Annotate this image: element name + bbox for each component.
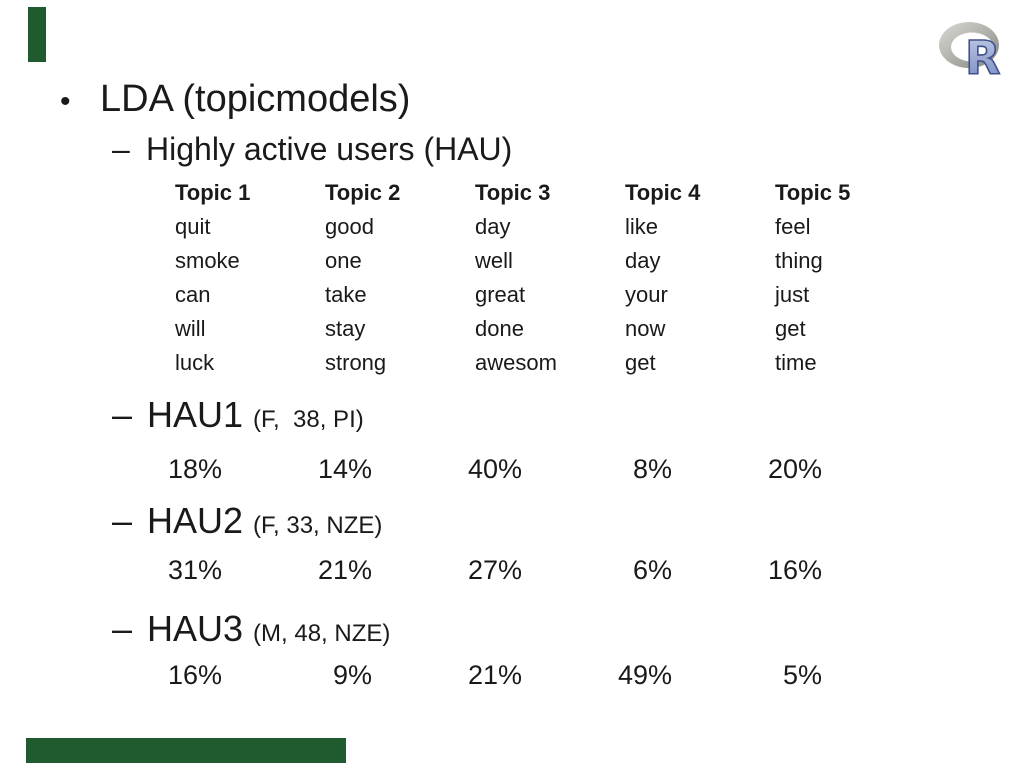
- hau2-name: HAU2: [147, 500, 244, 541]
- topic-word: one: [325, 248, 362, 273]
- topic-word: awesom: [475, 350, 557, 375]
- hau1-percent-row: 18% 14% 40% 8% 20%: [72, 454, 822, 485]
- percent-value: 20%: [767, 454, 822, 484]
- r-logo-letter: R: [965, 31, 1000, 81]
- percent-value: 16%: [167, 660, 222, 690]
- r-logo-ring-hole: [951, 32, 993, 62]
- percent-value: 9%: [332, 660, 372, 690]
- topic-word: well: [475, 248, 513, 273]
- slide-title-text: LDA (topicmodels): [100, 78, 411, 120]
- topic-word: will: [175, 316, 206, 341]
- topic-word: great: [475, 282, 526, 307]
- green-accent-bottom-bar: [26, 738, 346, 763]
- topic-table-header: Topic 2: [325, 180, 401, 205]
- percent-value: 27%: [467, 555, 522, 585]
- topic-table-header: Topic 4: [625, 180, 701, 205]
- hau3-meta: (M, 48, NZE): [253, 620, 391, 647]
- dash-bullet-icon: –: [112, 131, 130, 167]
- hau1-name: HAU1: [147, 394, 244, 435]
- topic-word: day: [475, 214, 511, 239]
- hau1-heading: – HAU1 (F, 38, PI): [112, 394, 364, 435]
- topic-word: smoke: [175, 248, 240, 273]
- topic-word: now: [625, 316, 666, 341]
- percent-value: 49%: [617, 660, 672, 690]
- percent-value: 21%: [317, 555, 372, 585]
- topic-word: quit: [175, 214, 211, 239]
- topic-word: can: [175, 282, 211, 307]
- topic-word: get: [625, 350, 656, 375]
- topic-word: get: [775, 316, 806, 341]
- topic-word: just: [775, 282, 810, 307]
- topic-table-header: Topic 3: [475, 180, 551, 205]
- percent-value: 18%: [167, 454, 222, 484]
- topic-word: strong: [325, 350, 387, 375]
- topic-table-header: Topic 1: [175, 180, 251, 205]
- hau3-name: HAU3: [147, 608, 244, 649]
- topic-word: day: [625, 248, 661, 273]
- topic-word: feel: [775, 214, 811, 239]
- topic-word: good: [325, 214, 374, 239]
- topic-word: your: [625, 282, 668, 307]
- bullet-dot-icon: •: [60, 85, 71, 118]
- percent-value: 16%: [767, 555, 822, 585]
- percent-value: 6%: [632, 555, 672, 585]
- dash-bullet-icon: –: [112, 500, 133, 541]
- r-logo: R: [939, 22, 1001, 81]
- topic-table-header: Topic 5: [775, 180, 851, 205]
- hau3-heading: – HAU3 (M, 48, NZE): [112, 608, 390, 649]
- slide-subtitle-text: Highly active users (HAU): [146, 131, 513, 167]
- topic-word: like: [625, 214, 659, 239]
- percent-value: 14%: [317, 454, 372, 484]
- hau3-percent-row: 16% 9% 21% 49% 5%: [72, 660, 822, 691]
- dash-bullet-icon: –: [112, 394, 133, 435]
- hau1-meta: (F, 38, PI): [253, 406, 364, 433]
- hau2-percent-row: 31% 21% 27% 6% 16%: [72, 555, 822, 586]
- percent-value: 21%: [467, 660, 522, 690]
- topic-word: thing: [775, 248, 823, 273]
- topic-word: take: [325, 282, 367, 307]
- percent-value: 31%: [167, 555, 222, 585]
- topic-word: stay: [325, 316, 366, 341]
- topic-word: luck: [175, 350, 215, 375]
- percent-value: 40%: [467, 454, 522, 484]
- slide-title: • LDA (topicmodels): [60, 77, 410, 123]
- hau2-meta: (F, 33, NZE): [253, 512, 383, 539]
- topic-word: time: [775, 350, 817, 375]
- slide-subtitle: – Highly active users (HAU): [112, 130, 512, 168]
- hau2-heading: – HAU2 (F, 33, NZE): [112, 500, 382, 541]
- percent-value: 8%: [632, 454, 672, 484]
- dash-bullet-icon: –: [112, 608, 133, 649]
- topic-word: done: [475, 316, 524, 341]
- green-accent-top-left: [28, 7, 46, 62]
- topic-table: Topic 1 Topic 2 Topic 3 Topic 4 Topic 5 …: [175, 176, 925, 380]
- percent-value: 5%: [782, 660, 822, 690]
